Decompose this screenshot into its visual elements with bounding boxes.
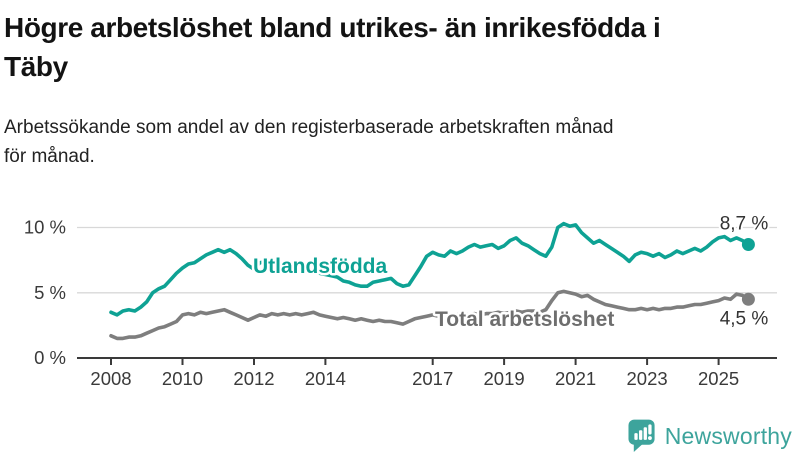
y-tick-label-10: 10 % (24, 217, 66, 238)
end-value-label-utlandsfodda: 8,7 % (720, 214, 769, 235)
end-dot-total-arbetsloshet (741, 292, 755, 306)
infographic-page: Högre arbetslöshet bland utrikes- än inr… (0, 8, 800, 458)
series-label-total-arbetsloshet: Total arbetslöshet (435, 308, 614, 331)
x-tick-label-2021: 2021 (555, 368, 596, 389)
chart-canvas: 0 % 5 % 10 % 2008 2010 2012 2014 2017 2019 2021 20… (24, 212, 777, 389)
x-tick-label-2025: 2025 (698, 368, 739, 389)
x-tick-label-2017: 2017 (412, 368, 453, 389)
newsworthy-logo-icon (628, 419, 657, 453)
brand-name: Newsworthy (664, 422, 792, 449)
end-dot-utlandsfodda (741, 238, 755, 251)
y-tick-label-0: 0 % (34, 347, 66, 368)
series-label-utlandsfodda: Utlandsfödda (253, 255, 387, 278)
chart-title: Högre arbetslöshet bland utrikes- än inr… (4, 12, 661, 82)
y-tick-label-5: 5 % (34, 282, 66, 303)
x-tick-label-2010: 2010 (162, 368, 203, 389)
x-tick-label-2014: 2014 (305, 368, 346, 389)
x-tick-label-2012: 2012 (233, 368, 274, 389)
x-tick-label-2008: 2008 (90, 368, 131, 389)
x-tick-label-2019: 2019 (484, 368, 525, 389)
series-line-total-arbetsloshet (109, 289, 751, 341)
footer: Newsworthy (628, 419, 792, 453)
series-line-utlandsfodda (109, 221, 751, 317)
line-chart: 0 % 5 % 10 % 2008 2010 2012 2014 2017 2019 2021 20… (0, 201, 800, 401)
end-value-label-total-arbetsloshet: 4,5 % (720, 308, 769, 329)
chart-subtitle: Arbetssökande som andel av den registerb… (4, 117, 614, 167)
x-tick-label-2023: 2023 (627, 368, 668, 389)
